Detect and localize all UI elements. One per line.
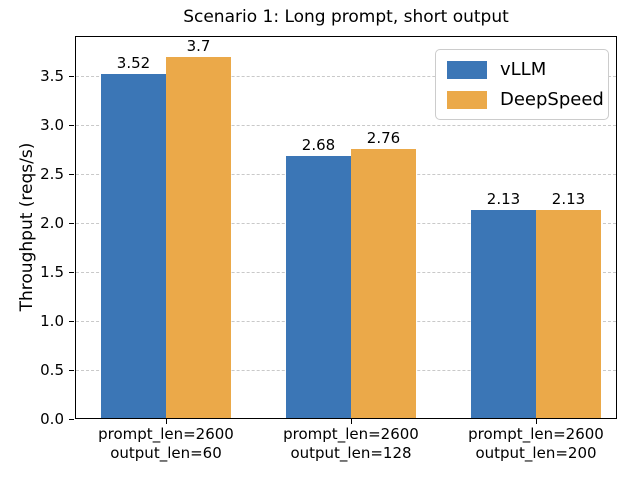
y-tick-label-2.5: 2.5 — [40, 165, 64, 184]
x-tick-mark-2 — [536, 419, 537, 424]
x-tick-label-1: prompt_len=2600 output_len=128 — [283, 425, 419, 462]
bar-value-label-deepspeed-1: 2.76 — [366, 128, 401, 147]
legend-label-vllm: vLLM — [500, 59, 547, 80]
y-tick-mark-3.5 — [69, 76, 74, 78]
y-tick-label-3.0: 3.0 — [40, 116, 64, 135]
y-tick-label-0.0: 0.0 — [40, 410, 64, 428]
y-tick-mark-0.5 — [69, 370, 74, 372]
legend-label-deepspeed: DeepSpeed — [500, 89, 604, 110]
legend-item-deepspeed: DeepSpeed — [447, 89, 604, 110]
bar-value-label-vllm-2: 2.13 — [486, 190, 521, 209]
bar-value-label-vllm-1: 2.68 — [301, 136, 336, 155]
y-tick-mark-1.0 — [69, 321, 74, 323]
bar-vllm-2 — [471, 210, 536, 419]
legend: vLLM DeepSpeed — [435, 49, 609, 120]
y-tick-mark-0.0 — [69, 419, 74, 420]
y-tick-mark-1.5 — [69, 272, 74, 274]
bar-vllm-0 — [101, 74, 166, 419]
gridline-y-3.0 — [76, 125, 616, 127]
legend-swatch-vllm — [447, 60, 487, 79]
bar-deepspeed-0 — [166, 56, 231, 419]
y-tick-label-2.0: 2.0 — [40, 214, 64, 233]
y-tick-label-3.5: 3.5 — [40, 67, 64, 86]
chart-title: Scenario 1: Long prompt, short output — [183, 7, 509, 27]
x-tick-mark-1 — [351, 419, 352, 424]
y-tick-mark-3.0 — [69, 125, 74, 127]
y-tick-label-1.0: 1.0 — [40, 312, 64, 331]
bar-vllm-1 — [286, 156, 351, 419]
bar-deepspeed-1 — [351, 148, 416, 419]
bar-value-label-deepspeed-0: 3.7 — [186, 36, 211, 55]
bar-value-label-vllm-0: 3.52 — [116, 54, 151, 73]
legend-item-vllm: vLLM — [447, 59, 597, 80]
bar-value-label-deepspeed-2: 2.13 — [551, 190, 586, 209]
bar-deepspeed-2 — [536, 210, 601, 419]
x-tick-mark-0 — [166, 419, 167, 424]
y-tick-mark-2.5 — [69, 174, 74, 176]
y-tick-label-0.5: 0.5 — [40, 361, 64, 380]
x-tick-label-2: prompt_len=2600 output_len=200 — [468, 425, 604, 462]
x-tick-label-0: prompt_len=2600 output_len=60 — [98, 425, 234, 462]
gridline-y-3.5 — [76, 76, 616, 78]
y-tick-label-1.5: 1.5 — [40, 263, 64, 282]
y-tick-mark-2.0 — [69, 223, 74, 225]
legend-swatch-deepspeed — [447, 90, 487, 109]
